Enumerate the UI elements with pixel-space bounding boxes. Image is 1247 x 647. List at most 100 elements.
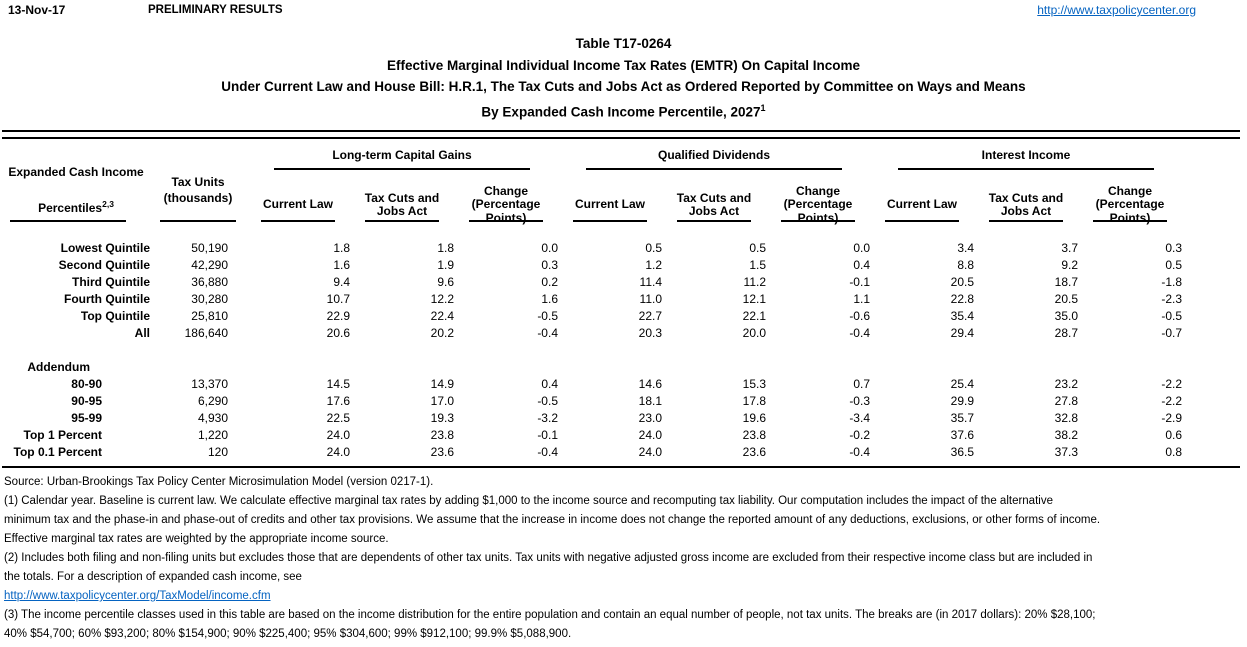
header-underline: [469, 220, 543, 222]
cell-value: 37.3: [1054, 445, 1078, 459]
cell-value: 23.8: [430, 428, 454, 442]
cell-value: 0.5: [749, 241, 766, 255]
table-number-title: Table T17-0264: [575, 36, 672, 51]
cell-value: 19.3: [430, 411, 454, 425]
cell-value: 0.3: [541, 258, 558, 272]
spacer-cell: [2, 342, 1182, 359]
cell-value: -0.1: [849, 275, 870, 289]
cell-tax-units: 42,290: [191, 258, 228, 272]
row-label: Top 1 Percent: [23, 428, 102, 442]
cell-value: 29.9: [950, 394, 974, 408]
cell-value: 15.3: [742, 377, 766, 391]
header-underline: [365, 220, 439, 222]
cell-value: 3.4: [957, 241, 974, 255]
cell-value: 9.2: [1061, 258, 1078, 272]
footnote-line: Effective marginal tax rates are weighte…: [4, 533, 389, 545]
cell-tax-units: 50,190: [191, 241, 228, 255]
header-underline: [677, 220, 751, 222]
cell-value: -0.5: [1161, 309, 1183, 323]
spacer-row: [2, 342, 1182, 359]
title-line-3: Under Current Law and House Bill: H.R.1,…: [221, 79, 1026, 94]
cell-value: -0.1: [537, 428, 558, 442]
cell-value: 1.1: [853, 292, 870, 306]
footnote-line: minimum tax and the phase-in and phase-o…: [4, 514, 1101, 526]
cell-value: 23.8: [742, 428, 766, 442]
header-underline: [885, 220, 959, 222]
cell-tax-units: 13,370: [191, 377, 228, 391]
cell-value: 35.0: [1054, 309, 1078, 323]
date-label: 13-Nov-17: [8, 3, 66, 17]
header-underline: [989, 220, 1063, 222]
cell-value: 0.7: [853, 377, 870, 391]
group-underline: [274, 168, 530, 170]
cell-value: 0.3: [1165, 241, 1183, 255]
cell-value: 0.5: [1165, 258, 1183, 272]
footnotes: Source: Urban-Brookings Tax Policy Cente…: [4, 473, 1246, 644]
cell-value: -0.3: [849, 394, 870, 408]
cell-value: 25.4: [950, 377, 974, 391]
cell-value: 1.8: [333, 241, 350, 255]
cell-value: 22.7: [638, 309, 662, 323]
footnote-line: 40% $54,700; 60% $93,200; 80% $154,900; …: [4, 628, 572, 640]
cell-value: 17.0: [430, 394, 454, 408]
row-label: Top Quintile: [80, 309, 150, 323]
row-label: Lowest Quintile: [60, 241, 150, 255]
cell-value: 23.0: [638, 411, 662, 425]
cell-value: 14.5: [326, 377, 350, 391]
cell-tax-units: 6,290: [197, 394, 228, 408]
cell-value: 20.0: [742, 326, 766, 340]
cell-value: -0.4: [537, 445, 558, 459]
table-row: Top 1 Percent 1,220 24.0 23.8 -0.1 24.0 23.8 -0…: [2, 427, 1182, 444]
cell-value: 17.6: [326, 394, 350, 408]
col-header-percentiles: Expanded Cash Income Percentiles2,3: [2, 140, 150, 240]
row-label: Second Quintile: [58, 258, 150, 272]
cell-value: 22.1: [742, 309, 766, 323]
row-label: 80-90: [71, 377, 102, 391]
cell-value: 9.4: [333, 275, 350, 289]
footnote-marker-23: 2,3: [102, 199, 114, 209]
cell-value: 22.5: [326, 411, 350, 425]
footnote-link[interactable]: http://www.taxpolicycenter.org/TaxModel/…: [4, 590, 271, 602]
cell-value: 11.2: [743, 275, 766, 289]
row-label: Top 0.1 Percent: [13, 445, 102, 459]
row-label: Fourth Quintile: [64, 292, 150, 306]
cell-value: 27.8: [1054, 394, 1078, 408]
sub-header-row: Current Law Tax Cuts and Jobs Act Change…: [2, 170, 1182, 240]
footnote-line: http://www.taxpolicycenter.org/TaxModel/…: [4, 587, 1246, 606]
row-label: Addendum: [27, 360, 90, 374]
cell-value: 0.6: [1165, 428, 1183, 442]
cell-tax-units: 25,810: [191, 309, 228, 323]
taxpolicycenter-link[interactable]: http://www.taxpolicycenter.org: [1037, 3, 1196, 17]
cell-value: -0.6: [849, 309, 870, 323]
group-underline: [898, 168, 1155, 170]
cell-value: 0.8: [1165, 445, 1183, 459]
footnote-line: Source: Urban-Brookings Tax Policy Cente…: [4, 476, 434, 488]
cell-value: 18.7: [1054, 275, 1078, 289]
footnote-line: the totals. For a description of expande…: [4, 571, 302, 583]
cell-tax-units: 120: [207, 445, 228, 459]
cell-value: 38.2: [1054, 428, 1078, 442]
row-label: 95-99: [71, 411, 102, 425]
cell-value: 32.8: [1054, 411, 1078, 425]
group-header-long-term-capital-gains: Long-term Capital Gains: [246, 140, 558, 170]
cell-value: 29.4: [950, 326, 974, 340]
table-row: 80-90 13,370 14.5 14.9 0.4 14.6 15.3 0.7 25.4 23.…: [2, 376, 1182, 393]
cell-value: 23.2: [1054, 377, 1078, 391]
cell-value: 10.7: [326, 292, 350, 306]
col-header-change: Change (Percentage Points): [1078, 170, 1182, 240]
cell-value: -2.2: [1161, 394, 1183, 408]
table-row: Second Quintile 42,290 1.6 1.9 0.3 1.2 1.5 0.4 8…: [2, 257, 1182, 274]
cell-value: 1.6: [333, 258, 350, 272]
header-underline: [781, 220, 855, 222]
cell-value: 22.4: [430, 309, 454, 323]
col-header-current-law: Current Law: [246, 170, 350, 240]
cell-value: 20.5: [950, 275, 974, 289]
cell-tax-units: 1,220: [197, 428, 228, 442]
table-row: 90-95 6,290 17.6 17.0 -0.5 18.1 17.8 -0.3 29.9 27…: [2, 393, 1182, 410]
cell-tax-units: 186,640: [184, 326, 228, 340]
header-underline: [261, 220, 335, 222]
cell-tax-units: 30,280: [191, 292, 228, 306]
cell-value: 28.7: [1054, 326, 1078, 340]
table-row: All 186,640 20.6 20.2 -0.4 20.3 20.0 -0.4 29.4 28…: [2, 325, 1182, 342]
